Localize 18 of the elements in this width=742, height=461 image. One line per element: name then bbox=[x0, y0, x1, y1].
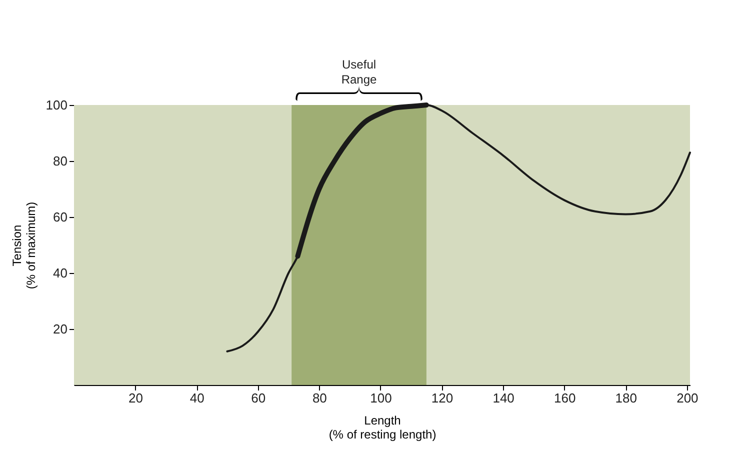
y-tick-label: 20 bbox=[53, 322, 68, 336]
y-tick-label: 100 bbox=[46, 98, 68, 112]
x-tick-label: 100 bbox=[370, 390, 392, 406]
y-tick-label: 40 bbox=[53, 266, 68, 280]
x-tick-label: 200 bbox=[676, 390, 698, 406]
x-tick-label: 120 bbox=[431, 390, 454, 406]
y-axis-title: Tension (% of maximum) bbox=[10, 202, 38, 290]
band-label: Useful Range bbox=[341, 57, 378, 86]
x-tick-label: 20 bbox=[128, 390, 144, 406]
x-tick-label: 80 bbox=[312, 390, 327, 406]
x-tick-label: 40 bbox=[190, 390, 204, 406]
y-tick-label: 60 bbox=[53, 210, 68, 224]
x-tick-label: 160 bbox=[554, 390, 576, 406]
x-axis-title: Length (% of resting length) bbox=[328, 414, 436, 442]
y-tick-label: 80 bbox=[53, 154, 68, 168]
x-tick-label: 60 bbox=[251, 390, 266, 406]
x-tick-label: 140 bbox=[492, 390, 514, 406]
x-tick-label: 180 bbox=[615, 390, 637, 406]
